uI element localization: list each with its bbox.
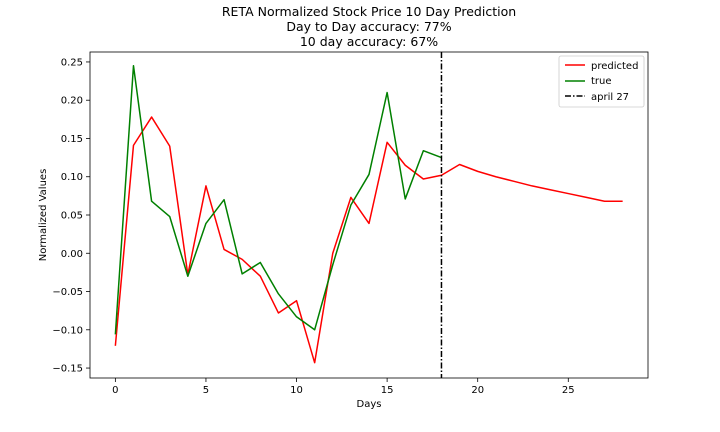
x-tick-label: 0: [112, 385, 118, 396]
y-tick-label: 0.05: [61, 211, 83, 222]
chart-subtitle-line-1: Day to Day accuracy: 77%: [286, 19, 451, 34]
series-line-predicted: [114, 116, 623, 364]
y-tick-label: 0.25: [61, 57, 83, 68]
y-tick-label: 0.15: [61, 134, 83, 145]
chart-title: RETA Normalized Stock Price 10 Day Predi…: [222, 4, 516, 19]
y-tick-label: −0.15: [52, 364, 83, 375]
chart-subtitle-line-2: 10 day accuracy: 67%: [300, 34, 438, 49]
y-tick-label: −0.05: [52, 287, 83, 298]
axis-ticks: 0 5 10 15 20 25 −0.15 −0.10 −0.05 0.00 0.05 0.10 0.1…: [52, 57, 574, 396]
legend-label-true: true: [591, 76, 612, 87]
legend-box: [558, 55, 645, 108]
y-tick-label: 0.10: [61, 172, 83, 183]
x-tick-label: 20: [471, 385, 484, 396]
y-axis-label: Normalized Values: [38, 169, 49, 262]
plot-frame: [89, 51, 649, 379]
x-axis-label: Days: [357, 399, 382, 410]
legend: predicted true april 27: [558, 55, 645, 108]
legend-label-april-27: april 27: [591, 92, 629, 103]
plot-area: [114, 52, 623, 378]
y-tick-label: −0.10: [52, 325, 83, 336]
y-tick-label: 0.20: [61, 96, 83, 107]
x-tick-label: 10: [290, 385, 303, 396]
series-line-true: [114, 65, 442, 335]
x-tick-label: 15: [381, 385, 394, 396]
legend-label-predicted: predicted: [591, 61, 638, 72]
x-tick-label: 5: [203, 385, 209, 396]
y-tick-label: 0.00: [61, 249, 83, 260]
x-tick-label: 25: [562, 385, 575, 396]
